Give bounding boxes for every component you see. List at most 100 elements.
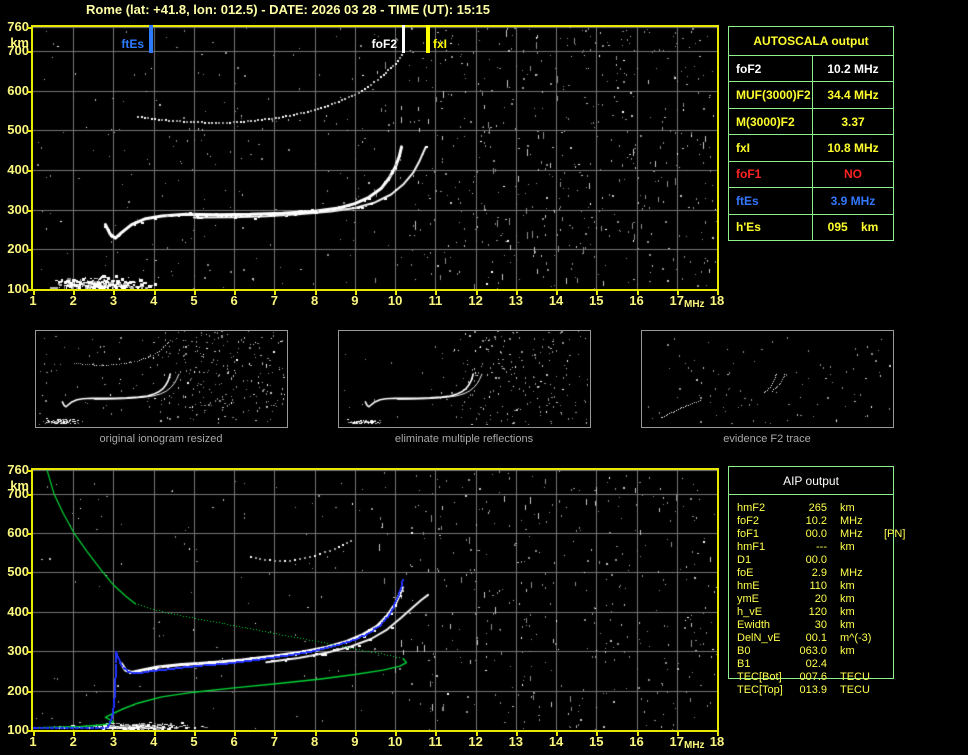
thumbnail-caption-eliminate: eliminate multiple reflections bbox=[394, 433, 534, 445]
autoscala-row-value: 10.2 MHz bbox=[827, 61, 879, 76]
x-tick-mark bbox=[516, 732, 518, 736]
autoscala-row-foF1: foF1 NO bbox=[729, 160, 893, 188]
y-tick-mark bbox=[27, 170, 31, 172]
x-tick-mark bbox=[234, 732, 236, 736]
x-tick-mark bbox=[637, 732, 639, 736]
x-tick-mark bbox=[73, 732, 75, 736]
y-tick-mark bbox=[27, 572, 31, 574]
autoscala-row-label: h'Es bbox=[729, 214, 813, 240]
autoscala-row-value: 3.37 bbox=[841, 114, 865, 129]
aip-row-D1: D1 00.0 bbox=[737, 554, 907, 567]
bottom-y-axis-unit: km bbox=[10, 478, 29, 493]
autoscala-output-table: AUTOSCALA output foF2 10.2 MHz MUF(3000)F2… bbox=[728, 26, 894, 241]
aip-row-label: hmF2 bbox=[737, 502, 766, 514]
x-tick-mark bbox=[33, 291, 35, 295]
x-tick-label-6: 6 bbox=[230, 734, 238, 749]
aip-row-unit bbox=[840, 658, 882, 671]
x-tick-mark bbox=[556, 291, 558, 295]
x-tick-label-14: 14 bbox=[548, 293, 564, 308]
x-tick-mark bbox=[315, 732, 317, 736]
x-tick-label-9: 9 bbox=[351, 734, 359, 749]
aip-row-label: DelN_vE bbox=[737, 632, 781, 644]
y-tick-mark bbox=[27, 51, 31, 53]
thumbnail-evidence-f2 bbox=[641, 330, 894, 428]
aip-row-unit: km bbox=[840, 606, 855, 618]
aip-row-extra: [PN] bbox=[884, 528, 906, 540]
marker-label-foF2: foF2 bbox=[371, 37, 397, 51]
y-tick-label-300: 300 bbox=[7, 643, 29, 659]
aip-row-Ewidth: Ewidth 30 km bbox=[737, 619, 907, 632]
x-tick-label-13: 13 bbox=[508, 734, 524, 749]
x-tick-label-16: 16 bbox=[629, 734, 644, 749]
aip-row-ymE: ymE 20 km bbox=[737, 593, 907, 606]
autoscala-row-ftEs: ftEs 3.9 MHz bbox=[729, 187, 893, 214]
aip-row-foF1: foF1 00.0 MHz [PN] bbox=[737, 528, 907, 541]
x-tick-mark bbox=[395, 291, 397, 295]
x-tick-mark bbox=[33, 732, 35, 736]
y-tick-label-300: 300 bbox=[7, 201, 29, 217]
autoscala-row-fxI: fxI 10.8 MHz bbox=[729, 134, 893, 161]
thumbnail-caption-evidence: evidence F2 trace bbox=[723, 433, 811, 445]
x-tick-mark bbox=[435, 291, 437, 295]
autoscala-row-label: fxI bbox=[729, 135, 813, 161]
x-tick-label-18: 18 bbox=[709, 734, 725, 749]
aip-row-label: foF1 bbox=[737, 528, 760, 540]
y-tick-label-100: 100 bbox=[7, 281, 29, 296]
x-tick-mark bbox=[516, 291, 518, 295]
x-tick-label-16: 16 bbox=[629, 293, 644, 308]
aip-row-label: hmE bbox=[737, 580, 760, 592]
x-tick-label-12: 12 bbox=[468, 734, 483, 749]
y-tick-mark bbox=[27, 249, 31, 251]
x-tick-mark bbox=[556, 732, 558, 736]
x-tick-mark bbox=[476, 291, 478, 295]
x-tick-label-3: 3 bbox=[109, 293, 118, 308]
y-tick-label-500: 500 bbox=[7, 564, 29, 580]
aip-row-unit: km bbox=[840, 619, 855, 631]
x-tick-label-6: 6 bbox=[230, 293, 238, 308]
aip-row-unit: TECU bbox=[840, 684, 870, 696]
aip-row-hmE: hmE 110 km bbox=[737, 580, 907, 593]
x-tick-mark bbox=[194, 732, 196, 736]
x-tick-label-11: 11 bbox=[428, 293, 443, 308]
aip-row-foF2: foF2 10.2 MHz bbox=[737, 515, 907, 528]
x-tick-mark bbox=[596, 732, 598, 736]
aip-row-unit: km bbox=[840, 541, 855, 553]
aip-row-value: 10.2 bbox=[805, 515, 827, 527]
autoscala-row-MUF(3000)F2: MUF(3000)F2 34.4 MHz bbox=[729, 81, 893, 108]
y-tick-label-760: 760 bbox=[7, 462, 29, 477]
y-tick-mark bbox=[27, 130, 31, 132]
aip-row-value: 063.0 bbox=[799, 645, 827, 657]
y-tick-mark bbox=[27, 691, 31, 693]
aip-row-TEC[Bot]: TEC[Bot] 007.6 TECU bbox=[737, 671, 907, 684]
aip-row-label: ymE bbox=[737, 593, 759, 605]
y-tick-mark bbox=[27, 494, 31, 496]
aip-row-unit: km bbox=[840, 580, 855, 592]
aip-row-unit: m^(-3) bbox=[840, 632, 872, 644]
x-tick-label-13: 13 bbox=[508, 293, 524, 308]
x-tick-mark bbox=[637, 291, 639, 295]
aip-row-value: 007.6 bbox=[799, 671, 827, 683]
aip-row-unit: TECU bbox=[840, 671, 870, 683]
bottom-x-axis-unit: MHz bbox=[684, 740, 705, 751]
autoscala-row-label: foF2 bbox=[729, 56, 813, 82]
x-tick-label-2: 2 bbox=[69, 293, 77, 308]
x-tick-label-5: 5 bbox=[190, 293, 198, 308]
aip-row-value: 013.9 bbox=[799, 684, 827, 696]
page-title: Rome (lat: +41.8, lon: 012.5) - DATE: 20… bbox=[86, 2, 490, 17]
marker-label-ftEs: ftEs bbox=[121, 37, 144, 51]
aip-row-TEC[Top]: TEC[Top] 013.9 TECU bbox=[737, 684, 907, 697]
x-tick-mark bbox=[274, 291, 276, 295]
autoscala-row-foF2: foF2 10.2 MHz bbox=[729, 55, 893, 82]
top-ionogram-plot bbox=[31, 25, 719, 291]
marker-bar-foF2 bbox=[402, 25, 405, 53]
x-tick-label-11: 11 bbox=[428, 734, 443, 749]
x-tick-mark bbox=[234, 291, 236, 295]
x-tick-label-4: 4 bbox=[150, 293, 158, 308]
aip-row-value: 110 bbox=[809, 580, 827, 592]
x-tick-mark bbox=[73, 291, 75, 295]
aip-row-hmF1: hmF1 --- km bbox=[737, 541, 907, 554]
aip-row-value: --- bbox=[816, 541, 827, 553]
bottom-profile-plot bbox=[31, 468, 719, 732]
y-tick-label-600: 600 bbox=[7, 82, 29, 98]
